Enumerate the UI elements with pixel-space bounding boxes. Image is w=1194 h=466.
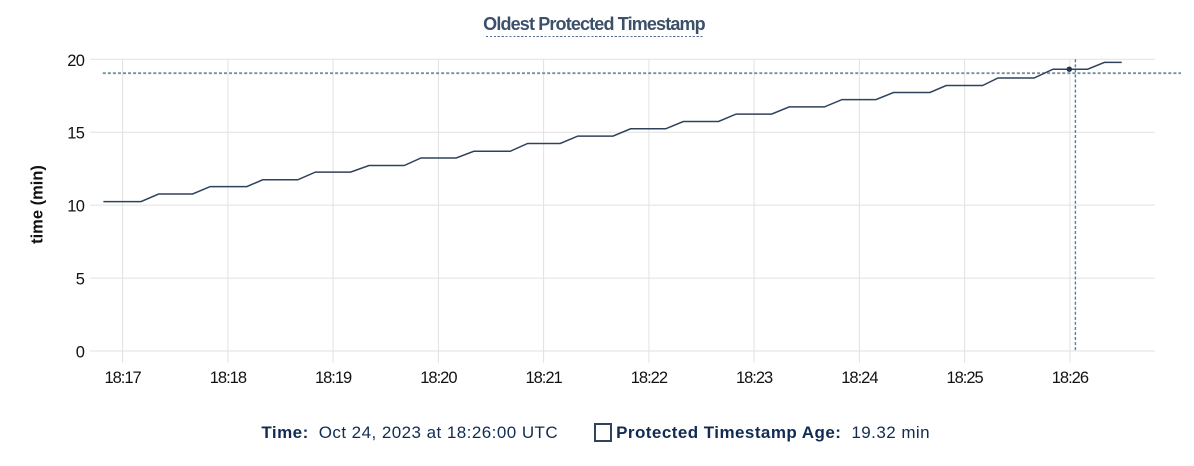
svg-text:20: 20: [67, 52, 85, 70]
svg-text:time (min): time (min): [29, 165, 47, 244]
svg-text:10: 10: [67, 198, 85, 216]
svg-text:0: 0: [76, 344, 85, 362]
svg-text:18:18: 18:18: [210, 369, 247, 387]
svg-text:5: 5: [76, 271, 85, 289]
svg-text:18:19: 18:19: [315, 369, 352, 387]
svg-text:18:20: 18:20: [420, 369, 457, 387]
svg-text:18:24: 18:24: [841, 369, 878, 387]
svg-text:18:25: 18:25: [946, 369, 983, 387]
svg-text:18:22: 18:22: [631, 369, 668, 387]
svg-text:18:26: 18:26: [1052, 369, 1089, 387]
svg-text:18:17: 18:17: [104, 369, 141, 387]
svg-text:18:23: 18:23: [736, 369, 773, 387]
svg-text:18:21: 18:21: [525, 369, 562, 387]
svg-text:15: 15: [67, 125, 85, 143]
